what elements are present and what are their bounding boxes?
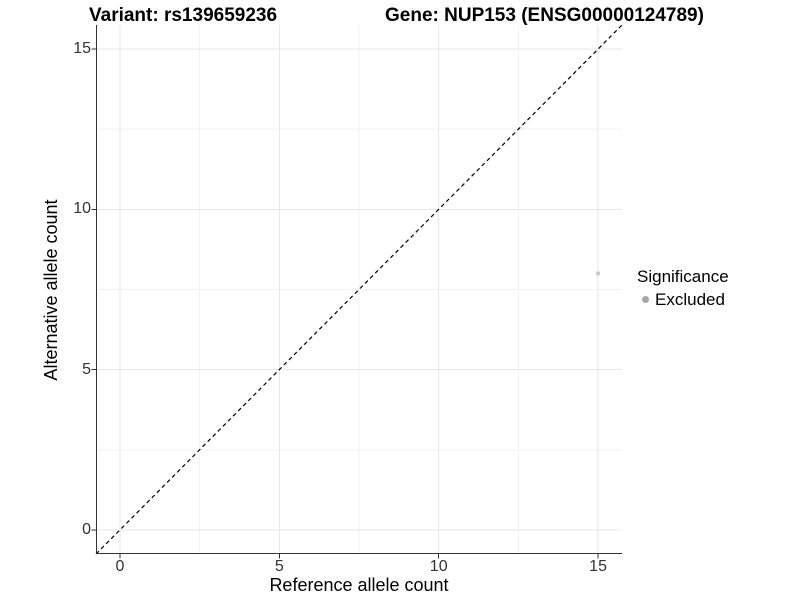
legend-title: Significance: [637, 267, 729, 286]
legend-dot-icon: [642, 296, 649, 303]
x-tick-label-15: 15: [589, 558, 607, 575]
y-tick-label-10: 10: [73, 200, 91, 218]
plot-title-variant: Variant: rs139659236: [89, 5, 278, 26]
y-tick-label-0: 0: [82, 520, 91, 538]
plot-panel: [91, 24, 623, 559]
data-point: [595, 271, 601, 276]
legend-item-label: Excluded: [655, 290, 725, 309]
plot-title-gene: Gene: NUP153 (ENSG00000124789): [385, 5, 704, 26]
legend-key: [637, 291, 654, 308]
legend-item-excluded: Excluded: [637, 289, 729, 310]
x-tick-label-5: 5: [274, 558, 284, 575]
legend: Significance Excluded: [637, 266, 729, 310]
x-axis-title: Reference allele count: [269, 575, 449, 595]
y-tick-label-15: 15: [73, 40, 91, 58]
x-tick-label-10: 10: [429, 558, 448, 575]
y-tick-label-5: 5: [82, 360, 91, 378]
x-tick-label-0: 0: [115, 558, 125, 575]
identity-dashed-line: [95, 24, 623, 555]
y-axis-title: Alternative allele count: [41, 199, 61, 381]
